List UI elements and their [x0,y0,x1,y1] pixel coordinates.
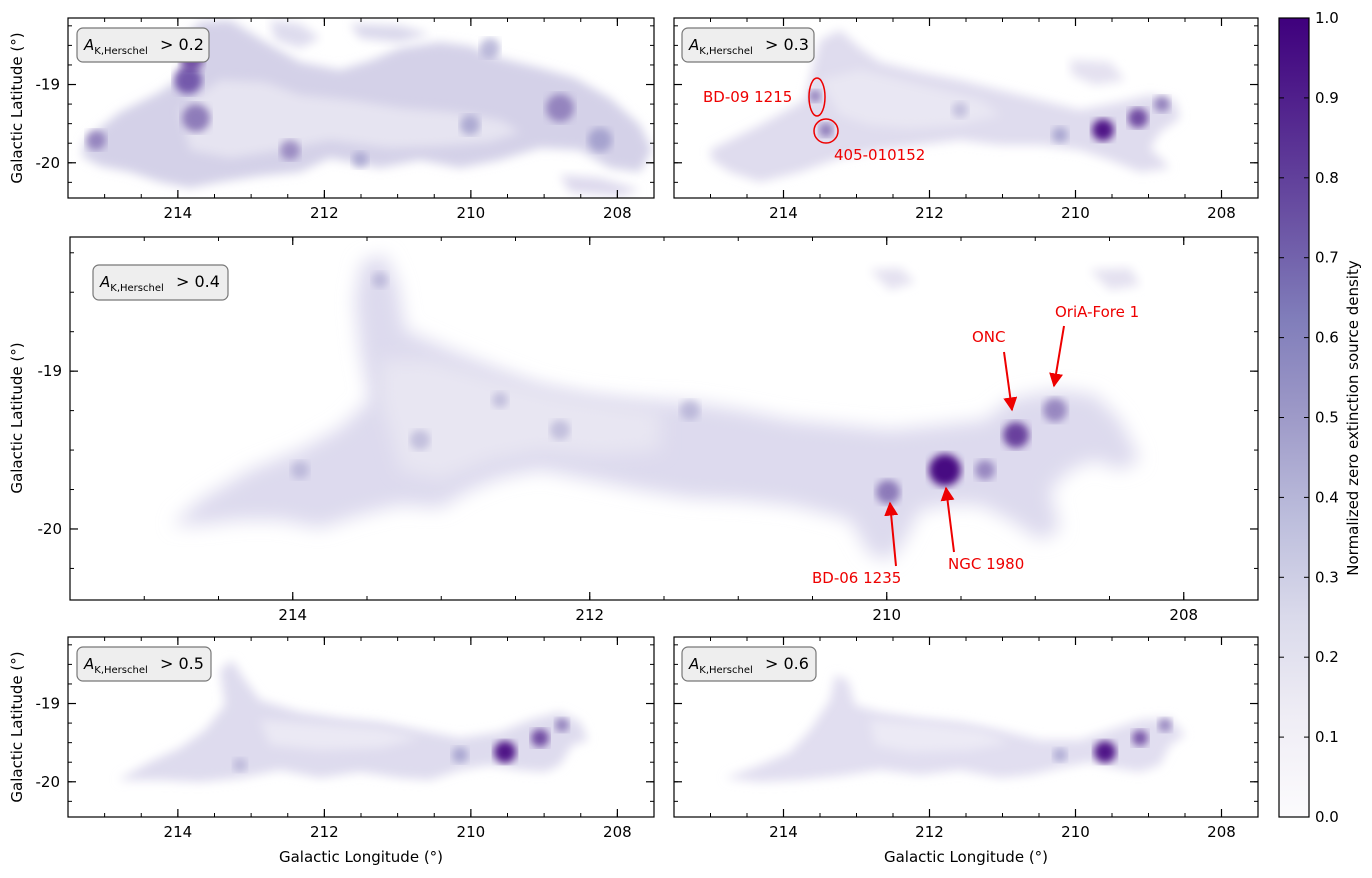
x-tick-label: 210 [872,606,901,624]
colorbar-ticks: 0.0 0.1 0.2 0.3 0.4 0.5 0.6 0.7 0.8 0.9 1.0 [1279,9,1339,826]
colorbar-tick-label: 0.1 [1315,728,1339,746]
colorbar-tick-label: 0.8 [1315,169,1339,187]
colorbar-tick-label: 0.5 [1315,409,1339,427]
y-tick-label: -19 [38,362,63,380]
threshold-label: > 0.5 [160,654,204,673]
x-tick-label: 212 [310,823,339,841]
density-map [172,255,1140,560]
colorbar-tick-label: 0.3 [1315,568,1339,586]
panel-ak-0.2 [67,17,655,199]
x-tick-label: 214 [769,823,798,841]
colorbar-tick-label: 0.0 [1315,808,1339,826]
xlabel-bottom-right: Galactic Longitude (°) [884,848,1048,866]
colorbar: 0.0 0.1 0.2 0.3 0.4 0.5 0.6 0.7 0.8 0.9 1.0 Normal… [1278,9,1362,826]
threshold-box-frame [681,646,817,682]
x-tick-label: 210 [1061,204,1090,222]
panel2-annotations: BD-09 1215 405-010152 [703,77,925,164]
panel-ak-0.4 [69,236,1259,601]
y-tick-label: -20 [36,154,61,172]
axes-panel-1: 214 212 210 208 [673,18,1259,222]
colorbar-tick-label: 0.2 [1315,648,1339,666]
main-annotations: ONC OriA-Fore 1 BD-06 1235 NGC 1980 [812,303,1139,587]
y-tick-label: -19 [36,76,61,94]
ylabel-main: Galactic Latitude (°) [8,342,26,493]
threshold-box-frame [76,27,210,63]
density-map [118,660,588,782]
arrow-bd-06-1235 [884,501,899,567]
x-tick-label: 210 [1061,823,1090,841]
label-bd-06-1235: BD-06 1235 [812,569,901,587]
x-tick-label: 208 [603,204,632,222]
threshold-box-3: AK,Herschel > 0.5 [76,646,212,682]
threshold-label: > 0.3 [765,35,809,54]
threshold-box-4: AK,Herschel > 0.6 [681,646,817,682]
threshold-box-frame [76,646,212,682]
label-ngc-1980: NGC 1980 [948,555,1024,573]
x-tick-label: 212 [915,204,944,222]
arrow-onc [1003,351,1018,412]
arrow-ngc-1980 [940,486,955,553]
ylabel-bottom: Galactic Latitude (°) [8,651,26,802]
x-tick-label: 212 [310,204,339,222]
threshold-label: > 0.6 [765,654,809,673]
ylabel-top: Galactic Latitude (°) [8,32,26,183]
x-tick-label: 208 [1207,823,1236,841]
xlabel-bottom-left: Galactic Longitude (°) [279,848,443,866]
colorbar-label: Normalized zero extinction source densit… [1344,260,1362,576]
label-onc: ONC [972,328,1006,346]
x-tick-label: 208 [1207,204,1236,222]
axis-titles: Galactic Latitude (°) Galactic Latitude … [8,32,1048,866]
x-tick-label: 212 [575,606,604,624]
label-oria-fore-1: OriA-Fore 1 [1055,303,1139,321]
axes-panel-0: 214 212 210 208 -19 -20 [36,18,655,222]
axes-panel-4: 214 212 210 208 [673,637,1259,841]
x-tick-label: 210 [457,204,486,222]
axes-panel-3: 214 212 210 208 -19 -20 [36,637,655,841]
label-bd-09-1215: BD-09 1215 [703,88,792,106]
colorbar-tick-label: 0.7 [1315,249,1339,267]
axes-panel-2: 214 212 210 208 -19 -20 [38,237,1259,624]
y-tick-label: -20 [38,520,63,538]
panel-ak-0.6 [673,636,1259,818]
x-tick-label: 208 [1169,606,1198,624]
density-map [725,675,1185,782]
y-tick-label: -20 [36,773,61,791]
x-tick-label: 214 [164,204,193,222]
colorbar-tick-label: 0.4 [1315,488,1339,506]
colorbar-tick-label: 0.9 [1315,89,1339,107]
threshold-box-2: AK,Herschel > 0.4 [92,264,229,301]
threshold-box-1: AK,Herschel > 0.3 [681,27,815,63]
colorbar-tick-label: 0.6 [1315,329,1339,347]
arrow-oria-fore-1 [1049,325,1065,388]
panel-ak-0.3 [673,17,1259,199]
ellipse-marker-bd09 [808,77,826,117]
x-tick-label: 208 [603,823,632,841]
x-tick-label: 210 [457,823,486,841]
threshold-box-0: AK,Herschel > 0.2 [76,27,210,63]
circle-marker-405 [813,118,839,144]
x-tick-label: 214 [769,204,798,222]
panel-ak-0.5 [67,636,655,818]
label-405-010152: 405-010152 [834,146,925,164]
threshold-box-frame [92,264,229,301]
density-map [710,30,1180,182]
threshold-box-frame [681,27,815,63]
threshold-label: > 0.2 [160,35,204,54]
y-tick-label: -19 [36,695,61,713]
colorbar-tick-label: 1.0 [1315,9,1339,27]
x-tick-label: 214 [278,606,307,624]
x-tick-label: 214 [164,823,193,841]
x-tick-label: 212 [915,823,944,841]
threshold-label: > 0.4 [176,272,220,291]
